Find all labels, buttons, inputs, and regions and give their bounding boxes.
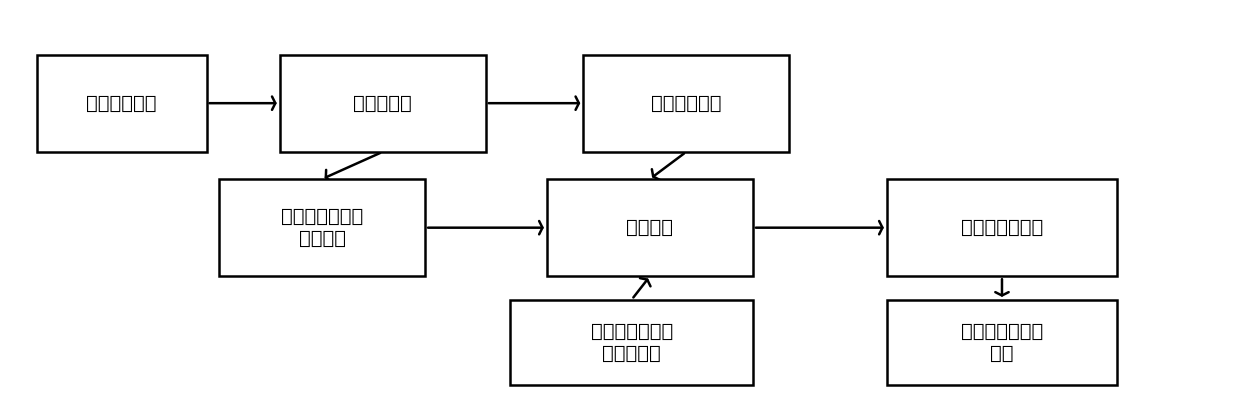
- Text: 目标判别: 目标判别: [627, 218, 673, 237]
- FancyBboxPatch shape: [37, 54, 207, 152]
- Text: 人员实时监测和
定位: 人员实时监测和 定位: [961, 322, 1043, 363]
- Text: 图像预处理: 图像预处理: [353, 94, 413, 113]
- FancyBboxPatch shape: [584, 54, 789, 152]
- Text: 现场图像采集: 现场图像采集: [87, 94, 157, 113]
- FancyBboxPatch shape: [546, 179, 753, 276]
- Text: 空间三维数据库
目标数据库: 空间三维数据库 目标数据库: [591, 322, 673, 363]
- FancyBboxPatch shape: [219, 179, 425, 276]
- Text: 多光谱（红外）
特征分析: 多光谱（红外） 特征分析: [281, 207, 363, 248]
- FancyBboxPatch shape: [280, 54, 486, 152]
- FancyBboxPatch shape: [510, 300, 753, 385]
- Text: 卡尔曼滤波跟踪: 卡尔曼滤波跟踪: [961, 218, 1043, 237]
- Text: 运动目标检测: 运动目标检测: [650, 94, 721, 113]
- FancyBboxPatch shape: [887, 179, 1118, 276]
- FancyBboxPatch shape: [887, 300, 1118, 385]
